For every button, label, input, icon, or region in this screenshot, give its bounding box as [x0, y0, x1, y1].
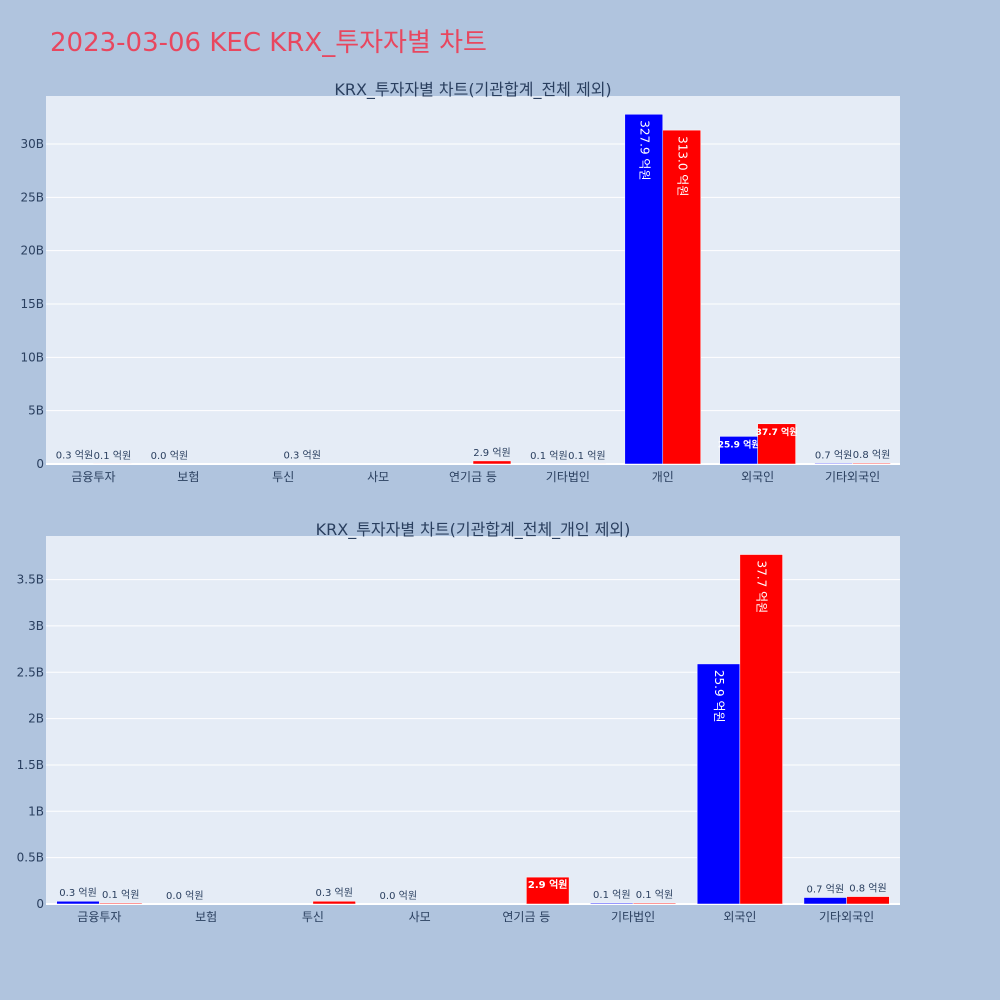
- y-tick-label: 20B: [20, 244, 44, 258]
- data-label: 37.7 억원: [756, 426, 798, 438]
- x-tick-label: 외국인: [741, 470, 774, 484]
- data-label: 313.0 억원: [675, 136, 689, 196]
- y-tick-label: 5B: [28, 404, 44, 418]
- data-label: 0.1 억원: [94, 450, 131, 462]
- x-tick-label: 보험: [177, 470, 199, 484]
- bar: [624, 113, 664, 465]
- chart-title: KRX_투자자별 차트(기관합계_전체_개인 제외): [316, 520, 631, 540]
- data-label: 0.3 억원: [315, 887, 352, 899]
- y-tick-label: 1B: [28, 804, 44, 818]
- page-title: 2023-03-06 KEC KRX_투자자별 차트: [50, 28, 487, 58]
- bar: [632, 902, 677, 905]
- data-label: 2.9 억원: [473, 447, 510, 459]
- bar: [312, 900, 356, 905]
- y-tick-label: 10B: [20, 350, 44, 364]
- bar: [803, 897, 847, 905]
- y-tick-label: 15B: [20, 297, 44, 311]
- y-tick-label: 30B: [20, 137, 44, 151]
- data-label: 0.7 억원: [807, 884, 844, 896]
- data-label: 0.1 억원: [102, 889, 139, 901]
- x-tick-label: 투신: [272, 470, 294, 484]
- y-tick-label: 0: [36, 897, 44, 911]
- bar: [852, 462, 891, 465]
- bar: [526, 876, 570, 905]
- data-label: 0.3 억원: [56, 450, 93, 462]
- data-label: 2.9 억원: [528, 878, 568, 891]
- chart-bottom: KRX_투자자별 차트(기관합계_전체_개인 제외) 0 0.5B 1B 1.5B 2B 2…: [17, 520, 900, 924]
- data-label: 0.8 억원: [849, 883, 886, 895]
- plot-area: [46, 96, 900, 464]
- data-label: 0.1 억원: [593, 889, 630, 901]
- data-label: 37.7 억원: [755, 561, 769, 614]
- bar: [472, 460, 512, 465]
- x-tick-label: 보험: [195, 910, 217, 924]
- y-tick-label: 25B: [20, 190, 44, 204]
- x-tick-label: 금융투자: [71, 470, 115, 484]
- data-label: 0.0 억원: [151, 450, 188, 462]
- bar: [590, 902, 634, 905]
- bar: [719, 436, 758, 465]
- chart-title: KRX_투자자별 차트(기관합계_전체 제외): [334, 80, 611, 100]
- bar: [846, 896, 890, 905]
- data-label: 327.9 억원: [637, 120, 651, 180]
- x-tick-label: 외국인: [723, 910, 756, 924]
- x-tick-label: 사모: [367, 470, 389, 484]
- x-tick-label: 기타외국인: [819, 910, 874, 924]
- x-tick-label: 기타법인: [611, 910, 655, 924]
- x-tick-label: 연기금 등: [449, 470, 497, 484]
- y-tick-label: 0: [36, 457, 44, 471]
- x-tick-label: 기타법인: [546, 470, 590, 484]
- bar: [739, 554, 783, 905]
- data-label: 0.8 억원: [853, 449, 890, 461]
- y-tick-label: 1.5B: [17, 758, 44, 772]
- x-tick-label: 금융투자: [77, 910, 121, 924]
- bar: [99, 902, 143, 905]
- x-tick-label: 사모: [409, 910, 431, 924]
- data-label: 0.3 억원: [283, 450, 320, 462]
- x-tick-label: 기타외국인: [825, 470, 880, 484]
- bar: [814, 463, 853, 465]
- data-label: 0.1 억원: [530, 450, 567, 462]
- y-tick-label: 3.5B: [17, 573, 44, 587]
- data-label: 0.0 억원: [380, 890, 417, 902]
- y-tick-label: 2.5B: [17, 665, 44, 679]
- y-tick-label: 3B: [28, 619, 44, 633]
- data-label: 0.1 억원: [636, 889, 673, 901]
- data-label: 25.9 억원: [718, 438, 760, 450]
- data-label: 0.3 억원: [59, 887, 96, 899]
- data-label: 0.7 억원: [815, 449, 852, 461]
- bar: [56, 900, 100, 905]
- y-tick-label: 2B: [28, 712, 44, 726]
- data-label: 0.0 억원: [166, 890, 203, 902]
- bar: [757, 423, 796, 465]
- chart-top: KRX_투자자별 차트(기관합계_전체 제외) 0 5B 10B 15B 20B 25B 30…: [20, 80, 900, 484]
- x-tick-label: 투신: [302, 910, 324, 924]
- x-tick-label: 연기금 등: [502, 910, 550, 924]
- x-tick-label: 개인: [652, 470, 674, 484]
- data-label: 25.9 억원: [712, 670, 726, 723]
- bar: [662, 129, 701, 465]
- data-label: 0.1 억원: [568, 450, 605, 462]
- y-tick-label: 0.5B: [17, 851, 44, 865]
